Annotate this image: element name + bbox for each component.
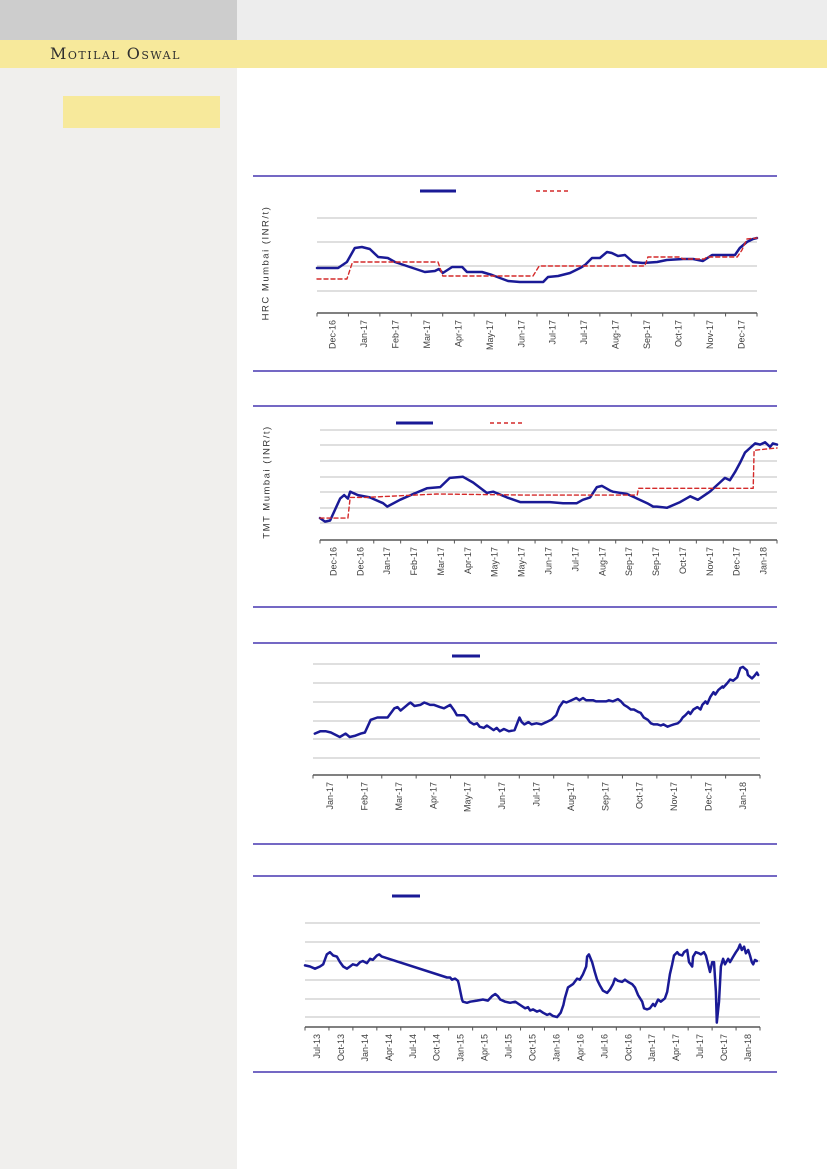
x-tick-label: Aug-17: [597, 547, 607, 576]
x-tick-label: May-17: [490, 547, 500, 577]
x-tick-label: Jun-17: [516, 320, 526, 348]
series-line-dashed: [319, 447, 778, 519]
x-tick-label: Apr-16: [575, 1034, 585, 1061]
x-tick-label: Jul-17: [570, 547, 580, 572]
x-tick-label: Aug-17: [566, 782, 576, 811]
x-tick-label: Jul-15: [504, 1034, 514, 1059]
series-line-solid: [315, 236, 759, 284]
x-tick-label: Jan-17: [359, 320, 369, 348]
x-tick-label: Jul-17: [548, 320, 558, 345]
x-tick-label: Jul-13: [312, 1034, 322, 1059]
x-tick-label: Jan-17: [325, 782, 335, 810]
x-tick-label: Apr-17: [671, 1034, 681, 1061]
x-tick-label: Mar-17: [422, 320, 432, 349]
x-tick-label: Oct-17: [719, 1034, 729, 1061]
x-tick-label: Oct-15: [528, 1034, 538, 1061]
x-tick-label: Jan-15: [456, 1034, 466, 1062]
x-tick-label: Feb-17: [360, 782, 370, 811]
x-tick-label: Oct-17: [635, 782, 645, 809]
x-tick-label: Jan-16: [551, 1034, 561, 1062]
x-tick-label: Feb-17: [391, 320, 401, 349]
x-tick-label: Dec-17: [703, 782, 713, 811]
x-tick-label: Oct-17: [673, 320, 683, 347]
x-tick-label: Nov-17: [669, 782, 679, 811]
chart-block-tmt-mumbai: [253, 405, 777, 608]
chart-block-third: [253, 642, 777, 845]
x-tick-label: Jan-18: [759, 547, 769, 575]
x-tick-label: Oct-16: [623, 1034, 633, 1061]
header-top-strip: [237, 0, 827, 40]
series-line-solid: [303, 943, 759, 1024]
x-tick-label: Apr-17: [463, 547, 473, 574]
x-tick-label: Oct-17: [678, 547, 688, 574]
x-tick-label: Jan-17: [382, 547, 392, 575]
x-tick-label: Dec-16: [328, 547, 338, 576]
x-tick-label: May-17: [517, 547, 527, 577]
x-tick-label: Nov-17: [705, 320, 715, 349]
x-tick-label: May-17: [485, 320, 495, 350]
x-tick-label: Jun-17: [544, 547, 554, 575]
x-tick-label: Feb-17: [409, 547, 419, 576]
sidebar: [0, 68, 237, 1169]
brand-text: Motilal Oswal: [50, 44, 181, 63]
x-tick-label: Jul-14: [408, 1034, 418, 1059]
x-tick-label: Jul-17: [532, 782, 542, 807]
x-tick-label: Oct-13: [336, 1034, 346, 1061]
series-line-solid: [313, 665, 760, 739]
x-tick-label: Sep-17: [600, 782, 610, 811]
x-tick-label: Apr-14: [384, 1034, 394, 1061]
chart-block-fourth: [253, 875, 777, 1073]
x-tick-label: Jul-17: [579, 320, 589, 345]
chart-block-hrc-mumbai: [253, 175, 777, 372]
x-tick-label: Dec-16: [328, 320, 338, 349]
x-tick-label: Jan-18: [743, 1034, 753, 1062]
x-tick-label: Jan-17: [647, 1034, 657, 1062]
series-line-solid: [318, 441, 779, 523]
x-tick-label: Oct-14: [432, 1034, 442, 1061]
brand-band: Motilal Oswal: [0, 40, 827, 68]
x-tick-label: Apr-17: [453, 320, 463, 347]
x-tick-label: Sep-17: [651, 547, 661, 576]
x-tick-label: May-17: [463, 782, 473, 812]
x-tick-label: Jul-17: [695, 1034, 705, 1059]
x-tick-label: Jun-17: [497, 782, 507, 810]
sidebar-highlight-box: [63, 96, 220, 128]
x-tick-label: Apr-15: [480, 1034, 490, 1061]
x-tick-label: Sep-17: [624, 547, 634, 576]
x-tick-label: Sep-17: [642, 320, 652, 349]
series-line-dashed: [316, 237, 758, 280]
x-tick-label: Jul-16: [599, 1034, 609, 1059]
x-tick-label: Mar-17: [436, 547, 446, 576]
x-tick-label: Dec-17: [736, 320, 746, 349]
x-tick-label: Jan-14: [360, 1034, 370, 1062]
x-tick-label: Jan-18: [738, 782, 748, 810]
x-tick-label: Nov-17: [705, 547, 715, 576]
x-tick-label: Mar-17: [394, 782, 404, 811]
x-tick-label: Dec-16: [355, 547, 365, 576]
x-tick-label: Apr-17: [428, 782, 438, 809]
header-gray-block: [0, 0, 237, 40]
x-tick-label: Aug-17: [611, 320, 621, 349]
x-tick-label: Dec-17: [732, 547, 742, 576]
